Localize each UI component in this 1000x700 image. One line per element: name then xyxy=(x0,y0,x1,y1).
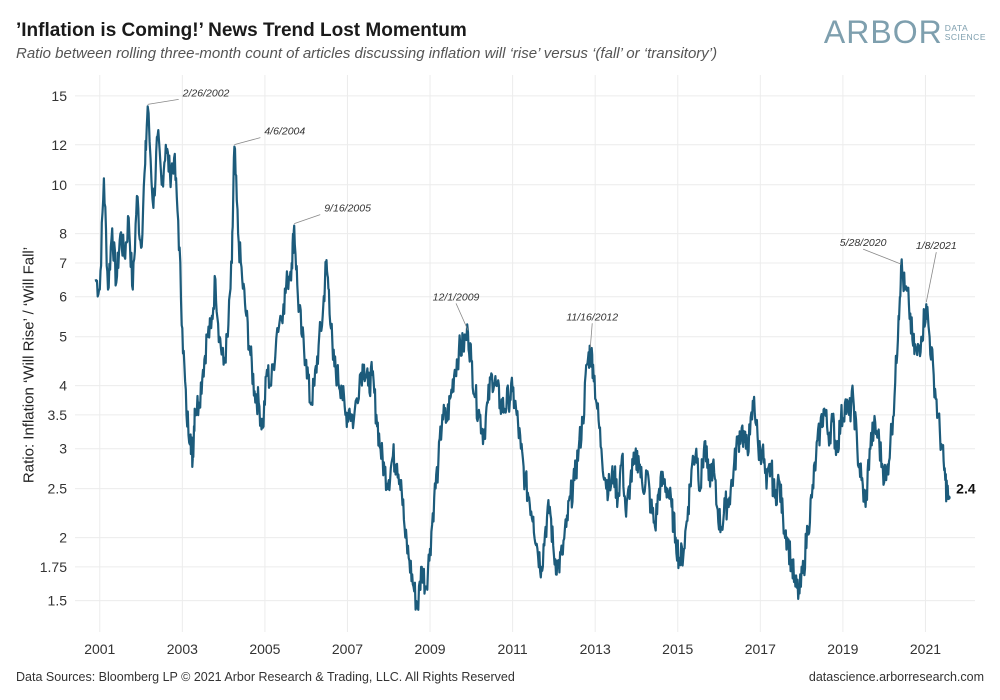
annotation-label: 4/6/2004 xyxy=(264,126,305,138)
y-tick-label: 7 xyxy=(59,255,67,271)
series-line xyxy=(94,105,950,611)
y-tick-label: 2.5 xyxy=(48,481,68,497)
y-tick-label: 1.5 xyxy=(48,593,68,609)
x-tick-label: 2021 xyxy=(910,641,941,657)
footer-sources: Data Sources: Bloomberg LP © 2021 Arbor … xyxy=(16,670,515,684)
y-tick-label: 3 xyxy=(59,441,67,457)
series-layer xyxy=(94,105,950,611)
footer-website[interactable]: datascience.arborresearch.com xyxy=(808,670,984,684)
annotation-leader xyxy=(862,248,902,265)
logo-wordmark: ARBOR xyxy=(823,14,943,50)
arbor-logo: ARBOR DATA SCIENCE xyxy=(824,14,986,51)
x-tick-label: 2001 xyxy=(84,641,115,657)
y-tick-label: 4 xyxy=(59,378,67,394)
y-tick-label: 5 xyxy=(59,329,67,345)
y-tick-label: 6 xyxy=(59,289,67,305)
y-tick-label: 15 xyxy=(51,88,67,104)
annotation-label: 11/16/2012 xyxy=(566,311,618,323)
y-tick-label: 10 xyxy=(51,177,67,193)
y-tick-label: 1.75 xyxy=(40,559,67,575)
annotation-label: 2/26/2002 xyxy=(182,87,230,99)
y-axis-ticks: 1.5 1.75 2 2.5 3 3.5 4 5 6 7 8 10 12 15 xyxy=(40,88,67,609)
x-tick-label: 2009 xyxy=(414,641,445,657)
x-tick-label: 2013 xyxy=(580,641,611,657)
annotation-leader xyxy=(294,214,321,224)
y-tick-label: 12 xyxy=(51,137,67,153)
logo-sub-line2: SCIENCE xyxy=(944,31,986,42)
annotation-leader xyxy=(234,137,261,146)
logo-subtext: DATA SCIENCE xyxy=(944,22,986,42)
annotation-label: 5/28/2020 xyxy=(840,237,887,249)
x-tick-label: 2015 xyxy=(662,641,693,657)
x-tick-label: 2017 xyxy=(745,641,776,657)
annotations-layer: 2/26/2002 4/6/2004 9/16/2005 12/1/2009 11/16… xyxy=(147,87,976,501)
annotation-leader xyxy=(589,323,593,349)
end-point-marker xyxy=(945,495,951,501)
chart-subtitle: Ratio between rolling three-month count … xyxy=(16,45,718,62)
annotation-leader xyxy=(147,98,179,105)
y-tick-label: 2 xyxy=(59,530,67,546)
grid-lines xyxy=(75,75,975,632)
x-tick-label: 2019 xyxy=(827,641,858,657)
x-tick-label: 2003 xyxy=(167,641,198,657)
y-tick-label: 8 xyxy=(59,226,67,242)
annotation-leader xyxy=(925,252,937,303)
annotation-label: 9/16/2005 xyxy=(324,203,371,215)
chart-title: ’Inflation is Coming!’ News Trend Lost M… xyxy=(16,20,467,41)
annotation-label: 12/1/2009 xyxy=(433,291,480,303)
x-tick-label: 2005 xyxy=(249,641,280,657)
logo-sub-line1: DATA xyxy=(944,22,969,33)
end-value-label: 2.4 xyxy=(956,481,976,497)
x-tick-label: 2011 xyxy=(498,641,528,657)
x-axis-ticks: 2001 2003 2005 2007 2009 2011 2013 2015 2017 2019… xyxy=(84,641,941,657)
x-tick-label: 2007 xyxy=(332,641,363,657)
y-tick-label: 3.5 xyxy=(48,407,68,423)
annotation-label: 1/8/2021 xyxy=(916,240,957,252)
annotation-leader xyxy=(455,303,469,331)
